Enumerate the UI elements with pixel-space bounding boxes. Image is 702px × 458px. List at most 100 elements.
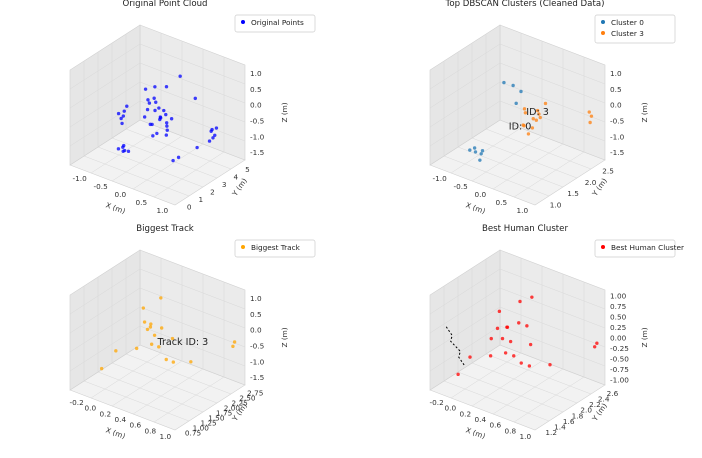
z-tick-label: 0.5 [610, 85, 622, 94]
grid-line [499, 287, 606, 329]
data-point [125, 104, 129, 108]
grid-line [429, 268, 501, 315]
grid-line [429, 81, 501, 128]
y-tick-label: 2.00 [224, 404, 241, 413]
data-point [587, 110, 591, 114]
grid-line [485, 353, 592, 395]
chart-title: Biggest Track [136, 224, 194, 234]
x-tick-label: 0.5 [136, 198, 148, 207]
grid-line [139, 287, 246, 329]
data-point [543, 101, 548, 106]
grid-line [139, 306, 246, 348]
legend-marker [601, 20, 605, 24]
data-point [157, 106, 161, 110]
data-point [142, 320, 147, 324]
x-tick-label: 0.6 [490, 421, 502, 430]
data-point [159, 326, 164, 330]
data-point [502, 80, 506, 85]
grid-line [471, 135, 543, 182]
data-point [148, 325, 153, 329]
grid-line [97, 371, 204, 413]
z-tick-label: 1.0 [610, 69, 622, 78]
grid-line [97, 146, 204, 188]
data-point [505, 325, 509, 329]
data-point [538, 115, 542, 120]
data-point [231, 344, 235, 349]
z-tick-label: -1.5 [250, 373, 264, 382]
x-tick-label: 0.5 [496, 198, 508, 207]
grid-line [499, 62, 606, 104]
data-point [171, 360, 176, 364]
grid-line [471, 360, 543, 407]
data-point [142, 115, 147, 119]
z-tick-label: -1.5 [610, 148, 624, 157]
data-point [531, 117, 535, 121]
data-point [589, 114, 594, 118]
data-point [489, 336, 493, 341]
x-axis-label: X (m) [465, 425, 487, 440]
y-tick-label: 5 [245, 165, 250, 174]
data-point [158, 117, 162, 122]
data-point [213, 133, 217, 138]
legend-box [594, 14, 676, 44]
z-tick-label: -1.5 [250, 148, 264, 157]
y-tick-label: 2.25 [232, 399, 248, 408]
y-tick-label: 4 [234, 172, 239, 181]
data-point [121, 114, 126, 118]
data-point [155, 131, 159, 136]
data-point [149, 322, 153, 326]
grid-line [139, 81, 246, 123]
data-point [530, 126, 535, 130]
x-tick-label: 0.0 [475, 190, 487, 199]
data-point [145, 327, 150, 332]
grid-line [153, 151, 225, 198]
x-tick-label: -1.0 [433, 174, 448, 183]
data-point [164, 121, 169, 125]
z-tick-label: -1.00 [610, 376, 629, 385]
x-tick-label: 1.0 [520, 432, 532, 441]
grid-line [90, 352, 162, 399]
grid-line [429, 62, 501, 109]
y-tick-label: 3 [222, 180, 227, 189]
pane [429, 24, 501, 166]
y-tick-label: 2.0 [580, 406, 592, 415]
z-tick-label: 1.0 [250, 69, 262, 78]
z-tick-label: 0.5 [250, 85, 262, 94]
y-tick-label: 2.2 [589, 400, 601, 409]
grid-line [450, 352, 522, 399]
z-tick-label: -0.5 [610, 116, 624, 125]
grid-line [471, 362, 578, 404]
legend-box [594, 239, 676, 258]
data-point [171, 158, 175, 163]
grid-line [499, 100, 606, 142]
legend-box [234, 14, 316, 33]
legend-marker [241, 245, 245, 249]
data-point [232, 340, 237, 344]
y-tick-label: 0.75 [185, 429, 201, 438]
y-tick-label: 1.0 [550, 200, 562, 209]
legend-label: Cluster 3 [611, 29, 644, 38]
z-tick-label: 0.25 [610, 323, 626, 332]
grid-line [139, 43, 246, 85]
x-tick-label: -0.5 [454, 182, 468, 191]
grid-line [429, 100, 501, 147]
legend-marker [241, 20, 245, 24]
chart-panel-4: -0.20.00.20.40.60.81.0 1.21.41.61.82.02.2… [429, 224, 684, 441]
data-point [207, 139, 212, 143]
grid-line [513, 376, 585, 423]
grid-line [139, 268, 246, 310]
data-point [149, 342, 154, 346]
z-axis-label: Z (m) [280, 327, 289, 347]
data-point [456, 372, 460, 377]
z-tick-label: 0.0 [610, 101, 622, 110]
data-point [527, 364, 532, 368]
y-tick-label: 2 [210, 187, 215, 196]
pane [69, 249, 141, 391]
data-point [472, 146, 477, 150]
data-point [488, 354, 493, 358]
data-point [162, 108, 166, 113]
x-tick-label: 0.0 [445, 404, 457, 413]
data-point [157, 345, 161, 349]
data-point [159, 296, 163, 300]
